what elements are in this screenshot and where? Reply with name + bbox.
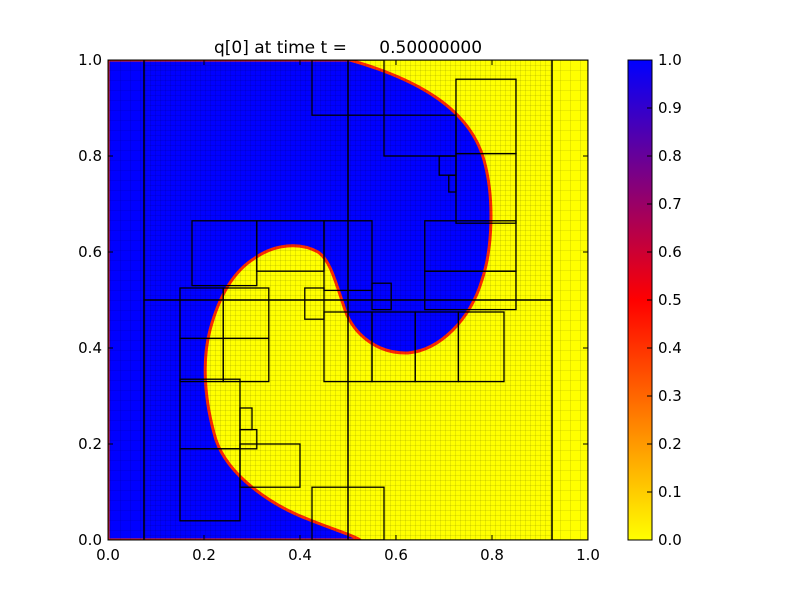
refinement-patch [311, 486, 385, 540]
x-tick-label: 0.2 [192, 546, 216, 564]
colorbar-tick-label: 0.9 [658, 99, 682, 117]
refinement-patch [371, 282, 392, 311]
colorbar-tick-label: 0.5 [658, 291, 682, 309]
mesh-coarse-right [552, 60, 588, 540]
refinement-patch [304, 287, 325, 320]
x-tick-label: 0.0 [96, 546, 120, 564]
plot-area [108, 60, 588, 540]
refinement-patches [108, 60, 588, 540]
refinement-patch [551, 60, 588, 540]
x-tick-label: 0.4 [288, 546, 312, 564]
refinement-patch [455, 152, 517, 224]
refinement-patch [457, 311, 505, 383]
colorbar-tick-label: 0.6 [658, 243, 682, 261]
x-tick-label: 1.0 [576, 546, 600, 564]
y-tick-label: 0.8 [78, 147, 102, 165]
x-axis: 0.0 0.2 0.4 0.6 0.8 1.0 [96, 60, 600, 564]
colorbar-tick-label: 0.7 [658, 195, 682, 213]
colorbar: 0.0 0.1 0.2 0.3 0.4 0.5 0.6 0.7 0.8 0.9 1.0 [627, 51, 682, 549]
axes-frame [107, 59, 589, 541]
y-tick-label: 0.4 [78, 339, 102, 357]
colorbar-tick-label: 0.3 [658, 387, 682, 405]
y-tick-label: 0.6 [78, 243, 102, 261]
colorbar-tick-label: 0.4 [658, 339, 682, 357]
colorbar-tick-label: 0.0 [658, 531, 682, 549]
colorbar-ticks: 0.0 0.1 0.2 0.3 0.4 0.5 0.6 0.7 0.8 0.9 1.0 [647, 51, 682, 549]
y-tick-label: 0.2 [78, 435, 102, 453]
x-tick-label: 0.6 [384, 546, 408, 564]
colorbar-tick-label: 0.2 [658, 435, 682, 453]
refinement-patch [239, 428, 258, 450]
refinement-patch [323, 220, 373, 292]
chart-title: q[0] at time t = 0.50000000 [214, 38, 482, 58]
refinement-patch [222, 337, 270, 383]
colorbar-tick-label: 1.0 [658, 51, 682, 69]
refinement-patch [424, 270, 517, 311]
y-axis: 0.0 0.2 0.4 0.6 0.8 1.0 [78, 51, 588, 549]
y-tick-label: 1.0 [78, 51, 102, 69]
mesh-coarse-left [108, 60, 144, 540]
colorbar-tick-label: 0.8 [658, 147, 682, 165]
x-tick-label: 0.8 [480, 546, 504, 564]
refinement-patch [311, 60, 385, 116]
refinement-patch [239, 443, 301, 488]
colorbar-tick-label: 0.1 [658, 483, 682, 501]
y-tick-label: 0.0 [78, 531, 102, 549]
